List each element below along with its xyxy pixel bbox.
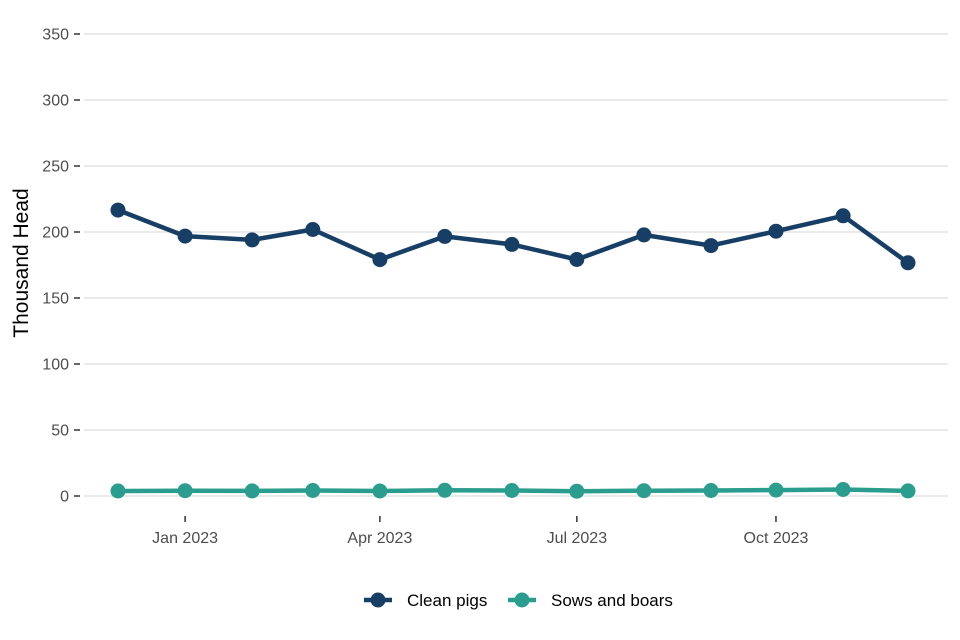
series-line <box>115 207 911 266</box>
series-clean-pigs <box>110 202 916 271</box>
y-tick-label: 350 <box>42 27 69 44</box>
x-tick-label: Jan 2023 <box>152 530 218 547</box>
y-tick-label: 50 <box>51 423 69 440</box>
data-point <box>437 228 453 244</box>
data-point <box>703 238 719 254</box>
data-point <box>177 483 193 499</box>
data-point <box>110 483 126 499</box>
series-layer <box>110 202 916 499</box>
y-tick-label: 150 <box>42 291 69 308</box>
legend-item: Sows and boars <box>508 591 673 610</box>
legend-key-point <box>514 592 530 608</box>
y-tick-label: 200 <box>42 225 69 242</box>
data-point <box>768 223 784 239</box>
data-point <box>835 208 851 224</box>
y-tick-label: 100 <box>42 357 69 374</box>
data-point <box>110 202 126 218</box>
data-point <box>504 483 520 498</box>
data-point <box>372 252 388 268</box>
data-point <box>900 255 916 271</box>
y-axis-title: Thousand Head <box>10 188 33 337</box>
data-point <box>768 482 784 498</box>
x-tick-label: Oct 2023 <box>744 530 809 547</box>
data-point <box>835 482 851 497</box>
data-point <box>244 483 260 499</box>
data-point <box>305 483 321 498</box>
legend: Clean pigs Sows and boars <box>364 591 673 610</box>
data-point <box>703 483 719 498</box>
data-point <box>569 483 585 499</box>
gridlines <box>84 33 948 497</box>
data-point <box>636 483 652 499</box>
data-point <box>437 482 453 498</box>
y-tick-label: 300 <box>42 93 69 110</box>
legend-label: Clean pigs <box>407 591 487 610</box>
data-point <box>177 228 193 244</box>
legend-label: Sows and boars <box>551 591 673 610</box>
data-point <box>569 252 585 267</box>
data-point <box>900 483 916 499</box>
data-point <box>504 236 520 252</box>
data-point <box>636 227 652 243</box>
series-sows-and-boars <box>110 482 916 499</box>
legend-item: Clean pigs <box>364 591 487 610</box>
x-tick-label: Jul 2023 <box>547 530 608 547</box>
y-tick-label: 250 <box>42 159 69 176</box>
data-point <box>244 232 260 248</box>
x-tick-label: Apr 2023 <box>347 530 412 547</box>
x-axis: Jan 2023 Apr 2023 Jul 2023 Oct 2023 <box>152 516 809 547</box>
y-axis: 0 50 100 150 200 250 300 350 <box>42 27 80 506</box>
y-tick-label: 0 <box>60 489 69 506</box>
data-point <box>372 483 388 499</box>
legend-key-point <box>370 592 386 608</box>
data-point <box>305 222 321 237</box>
